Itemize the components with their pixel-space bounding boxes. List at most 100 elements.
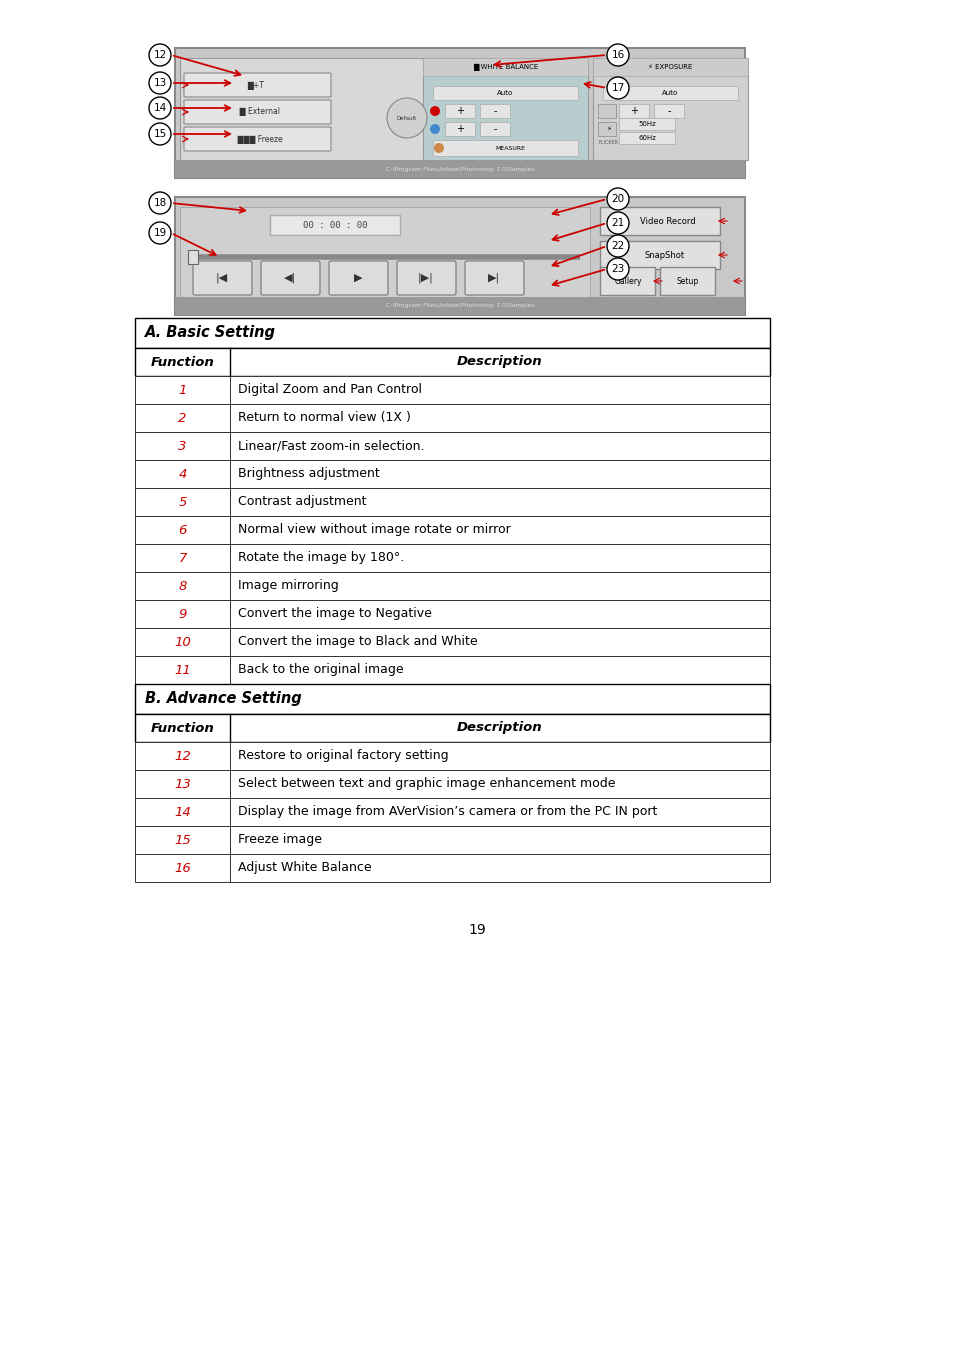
Circle shape xyxy=(606,258,628,280)
Text: 17: 17 xyxy=(611,82,624,93)
Bar xyxy=(135,713,769,742)
Text: 3: 3 xyxy=(178,439,187,453)
Text: 12: 12 xyxy=(174,750,191,762)
Text: 6: 6 xyxy=(178,523,187,536)
Text: Freeze image: Freeze image xyxy=(237,834,322,847)
Circle shape xyxy=(434,143,443,153)
Text: Restore to original factory setting: Restore to original factory setting xyxy=(237,750,448,762)
Text: Default: Default xyxy=(396,115,416,120)
FancyBboxPatch shape xyxy=(464,261,523,295)
Text: Convert the image to Negative: Convert the image to Negative xyxy=(237,608,432,620)
Text: Display the image from AVerVision’s camera or from the PC IN port: Display the image from AVerVision’s came… xyxy=(237,805,657,819)
Text: 22: 22 xyxy=(611,240,624,251)
Bar xyxy=(135,376,769,404)
Bar xyxy=(270,215,399,235)
Bar xyxy=(444,104,475,118)
Text: FLICKER: FLICKER xyxy=(598,139,618,145)
Text: 16: 16 xyxy=(611,50,624,59)
Text: 13: 13 xyxy=(153,78,167,88)
Bar xyxy=(180,207,589,297)
Text: ███ Freeze: ███ Freeze xyxy=(233,135,283,143)
FancyBboxPatch shape xyxy=(184,73,331,97)
Text: Normal view without image rotate or mirror: Normal view without image rotate or mirr… xyxy=(237,523,510,536)
Text: 00 : 00 : 00: 00 : 00 : 00 xyxy=(302,220,367,230)
Text: Convert the image to Black and White: Convert the image to Black and White xyxy=(237,635,477,648)
Text: 11: 11 xyxy=(174,663,191,677)
Text: -: - xyxy=(493,105,497,116)
Bar xyxy=(135,825,769,854)
Bar xyxy=(180,58,424,159)
Text: B. Advance Setting: B. Advance Setting xyxy=(145,692,301,707)
Text: -: - xyxy=(666,105,670,116)
Text: 9: 9 xyxy=(178,608,187,620)
Text: 19: 19 xyxy=(153,228,167,238)
Text: 18: 18 xyxy=(153,199,167,208)
Bar xyxy=(135,516,769,544)
Text: ⚡ EXPOSURE: ⚡ EXPOSURE xyxy=(648,63,692,70)
FancyBboxPatch shape xyxy=(396,261,456,295)
Circle shape xyxy=(606,213,620,228)
Text: MEASURE: MEASURE xyxy=(495,146,525,150)
Bar xyxy=(135,798,769,825)
Bar xyxy=(135,600,769,628)
Bar xyxy=(659,267,714,295)
Text: Video Record: Video Record xyxy=(639,216,695,226)
Text: 21: 21 xyxy=(611,218,624,228)
Bar xyxy=(135,488,769,516)
Text: Linear/Fast zoom-in selection.: Linear/Fast zoom-in selection. xyxy=(237,439,424,453)
Bar xyxy=(135,571,769,600)
Text: +: + xyxy=(456,124,463,134)
Circle shape xyxy=(149,222,171,245)
Text: Back to the original image: Back to the original image xyxy=(237,663,403,677)
Text: 20: 20 xyxy=(611,195,624,204)
Text: ⚡: ⚡ xyxy=(606,126,611,132)
Bar xyxy=(135,459,769,488)
Circle shape xyxy=(430,124,439,134)
Bar xyxy=(188,250,198,263)
Bar xyxy=(598,122,616,136)
Text: Brightness adjustment: Brightness adjustment xyxy=(237,467,379,481)
Text: Gallery: Gallery xyxy=(614,277,641,285)
Text: 14: 14 xyxy=(174,805,191,819)
Bar xyxy=(598,104,616,118)
Text: 50Hz: 50Hz xyxy=(638,122,655,127)
Bar xyxy=(174,159,744,178)
Bar xyxy=(654,104,683,118)
Bar xyxy=(422,58,587,76)
Circle shape xyxy=(387,99,427,138)
Circle shape xyxy=(606,77,628,99)
Text: +: + xyxy=(629,105,638,116)
Text: |◀: |◀ xyxy=(215,273,228,284)
Bar xyxy=(135,684,769,713)
Text: Contrast adjustment: Contrast adjustment xyxy=(237,496,366,508)
Bar xyxy=(174,197,744,315)
Text: +: + xyxy=(456,105,463,116)
Text: ▶: ▶ xyxy=(354,273,362,282)
Text: A. Basic Setting: A. Basic Setting xyxy=(145,326,275,340)
Bar xyxy=(599,207,720,235)
Bar xyxy=(433,86,578,100)
Bar xyxy=(599,267,655,295)
Text: 4: 4 xyxy=(178,467,187,481)
Text: 14: 14 xyxy=(153,103,167,113)
Text: 12: 12 xyxy=(153,50,167,59)
Bar xyxy=(135,742,769,770)
Circle shape xyxy=(606,45,628,66)
Bar xyxy=(135,404,769,432)
Text: -: - xyxy=(493,124,497,134)
FancyBboxPatch shape xyxy=(329,261,388,295)
Bar xyxy=(174,49,744,178)
Circle shape xyxy=(606,212,628,234)
Bar xyxy=(479,104,510,118)
Text: |▶|: |▶| xyxy=(417,273,434,284)
Bar xyxy=(135,317,769,349)
Circle shape xyxy=(149,192,171,213)
Text: 23: 23 xyxy=(611,263,624,274)
Text: Function: Function xyxy=(151,721,214,735)
Bar xyxy=(618,118,675,130)
Bar xyxy=(618,132,675,145)
Bar xyxy=(593,58,747,76)
Bar xyxy=(599,240,720,269)
FancyBboxPatch shape xyxy=(193,261,252,295)
Text: ▶|: ▶| xyxy=(487,273,499,284)
